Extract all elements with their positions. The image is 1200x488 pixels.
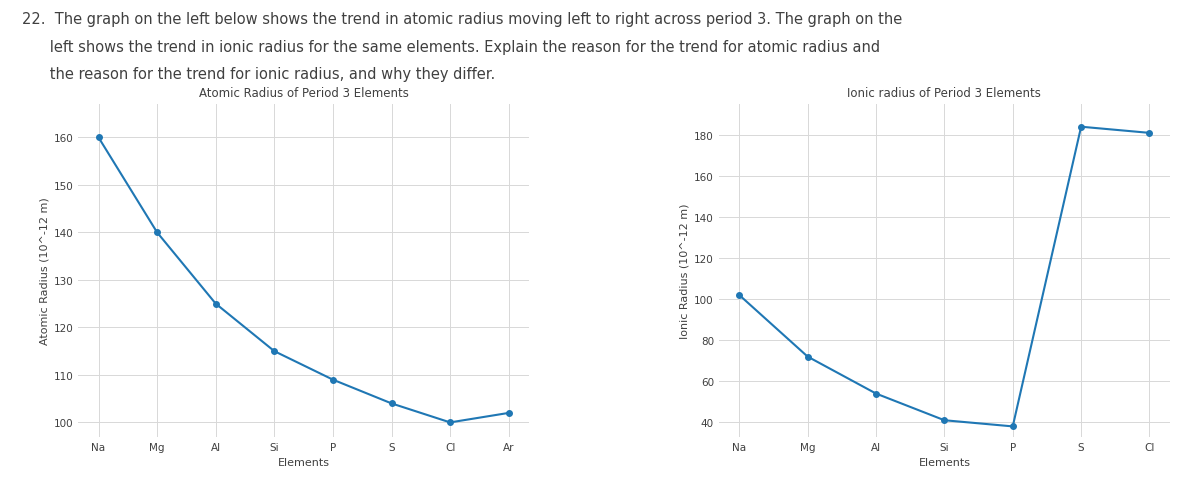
X-axis label: Elements: Elements [277, 457, 330, 467]
Title: Atomic Radius of Period 3 Elements: Atomic Radius of Period 3 Elements [199, 87, 408, 100]
Text: 22.  The graph on the left below shows the trend in atomic radius moving left to: 22. The graph on the left below shows th… [22, 12, 902, 27]
Title: Ionic radius of Period 3 Elements: Ionic radius of Period 3 Elements [847, 87, 1042, 100]
X-axis label: Elements: Elements [918, 457, 971, 467]
Y-axis label: Atomic Radius (10^-12 m): Atomic Radius (10^-12 m) [40, 197, 49, 345]
Text: the reason for the trend for ionic radius, and why they differ.: the reason for the trend for ionic radiu… [22, 67, 494, 82]
Y-axis label: Ionic Radius (10^-12 m): Ionic Radius (10^-12 m) [680, 203, 690, 339]
Text: left shows the trend in ionic radius for the same elements. Explain the reason f: left shows the trend in ionic radius for… [22, 40, 880, 55]
